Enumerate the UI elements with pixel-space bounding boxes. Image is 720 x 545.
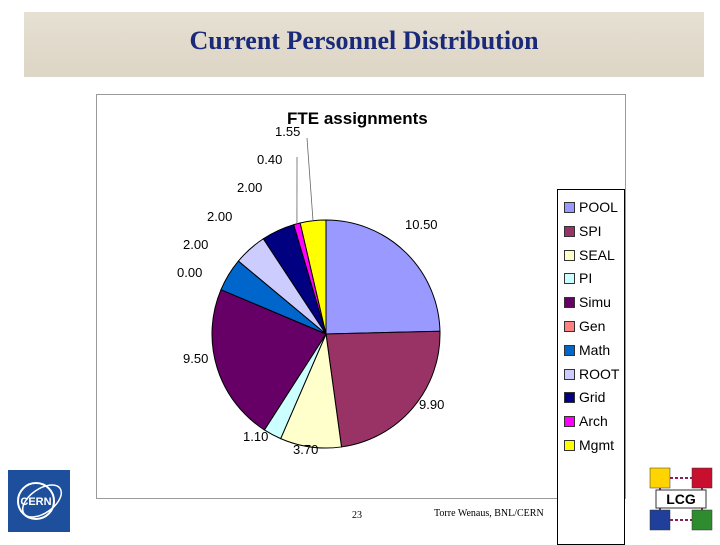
chart-frame: 10.50 9.90 3.70 1.10 9.50 0.00 2.00 2.00 2.00 0.4… — [96, 94, 626, 499]
legend-label: PI — [579, 269, 592, 287]
legend-item-gen: Gen — [564, 317, 624, 337]
legend-label: SPI — [579, 222, 602, 240]
legend-swatch — [564, 440, 575, 451]
legend-swatch — [564, 392, 575, 403]
legend-item-pool: POOL — [564, 198, 624, 218]
legend-label: Mgmt — [579, 436, 614, 454]
legend-label: Simu — [579, 293, 611, 311]
legend-swatch — [564, 297, 575, 308]
legend-swatch — [564, 250, 575, 261]
data-label-simu: 9.50 — [183, 351, 208, 366]
legend-label: Grid — [579, 388, 605, 406]
legend-label: Gen — [579, 317, 605, 335]
legend-item-seal: SEAL — [564, 246, 624, 266]
data-label-root: 2.00 — [207, 209, 232, 224]
legend-item-root: ROOT — [564, 365, 624, 385]
lcg-logo: LCG — [648, 466, 714, 532]
legend-swatch — [564, 273, 575, 284]
legend-item-spi: SPI — [564, 222, 624, 242]
legend-item-arch: Arch — [564, 412, 624, 432]
legend-swatch — [564, 321, 575, 332]
legend-swatch — [564, 416, 575, 427]
legend-swatch — [564, 345, 575, 356]
legend-label: SEAL — [579, 246, 615, 264]
legend-item-grid: Grid — [564, 388, 624, 408]
leader-line-mgmt — [307, 138, 313, 221]
chart-title: FTE assignments — [287, 109, 428, 129]
legend-item-simu: Simu — [564, 293, 624, 313]
legend-label: ROOT — [579, 365, 619, 383]
legend-swatch — [564, 226, 575, 237]
data-label-pool: 10.50 — [405, 217, 438, 232]
slide-title: Current Personnel Distribution — [24, 26, 704, 56]
pie-chart: 10.50 9.90 3.70 1.10 9.50 0.00 2.00 2.00 2.00 0.4… — [97, 95, 625, 498]
cern-logo-text: CERN — [20, 496, 51, 508]
footer-author: Torre Wenaus, BNL/CERN — [434, 508, 544, 519]
legend-item-math: Math — [564, 341, 624, 361]
legend-item-mgmt: Mgmt — [564, 436, 624, 456]
data-label-seal: 3.70 — [293, 442, 318, 457]
data-label-grid: 2.00 — [237, 180, 262, 195]
lcg-logo-text: LCG — [666, 491, 696, 507]
legend-label: Arch — [579, 412, 608, 430]
data-label-math: 2.00 — [183, 237, 208, 252]
legend-label: POOL — [579, 198, 618, 216]
data-label-spi: 9.90 — [419, 397, 444, 412]
chart-legend: POOL SPI SEAL PI Simu Gen Math ROOT Grid Arch Mgmt — [557, 189, 625, 545]
legend-swatch — [564, 369, 575, 380]
legend-item-pi: PI — [564, 269, 624, 289]
pie-slice-pool — [326, 220, 440, 334]
cern-logo: CERN — [8, 470, 70, 532]
data-label-gen: 0.00 — [177, 265, 202, 280]
title-bar: Current Personnel Distribution — [24, 12, 704, 77]
pie-slice-spi — [326, 331, 440, 447]
legend-swatch — [564, 202, 575, 213]
data-label-arch: 0.40 — [257, 152, 282, 167]
page-number: 23 — [352, 510, 362, 521]
data-label-pi: 1.10 — [243, 429, 268, 444]
legend-label: Math — [579, 341, 610, 359]
